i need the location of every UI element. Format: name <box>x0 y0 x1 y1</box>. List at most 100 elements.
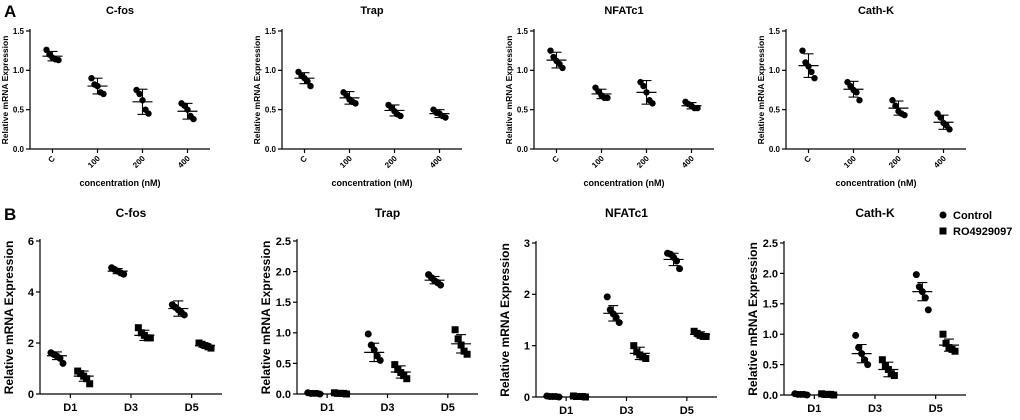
y-tick-label: 1.0 <box>276 328 291 340</box>
y-tick-label: 2 <box>28 338 34 350</box>
data-point <box>890 372 898 380</box>
data-point <box>352 100 359 107</box>
chart-a-nfatc1: NFATc1 0.0 0.5 1.0 1.5 C 100 200 400 Relative mRN… <box>504 5 714 188</box>
chart-b-trap: Trap 0.0 0.5 1.0 1.5 2.0 2.5 D1 D3 D5 Relative mRN… <box>259 206 478 414</box>
y-tick-label: 0.5 <box>763 359 778 371</box>
data-point <box>59 359 67 367</box>
x-tick-label: 400 <box>428 154 444 170</box>
data-point <box>55 56 62 64</box>
series-control <box>542 249 684 401</box>
data-point <box>642 355 650 362</box>
y-tick-label: 0 <box>28 389 34 401</box>
chart-b-cath-k: Cath-K 0.0 0.5 1.0 1.5 2.0 2.5 D1 D3 D5 Relative m… <box>746 206 966 415</box>
y-tick-label: 0.5 <box>265 105 277 114</box>
legend-control-label: Control <box>953 210 992 222</box>
x-tick-label: D5 <box>929 403 943 415</box>
x-tick-label: 200 <box>635 154 651 170</box>
y-axis-label: Relative mRNA Expression <box>746 242 760 396</box>
chart-title: C-fos <box>116 206 147 220</box>
data-point <box>864 361 872 369</box>
data-point <box>83 375 91 383</box>
data-point <box>924 306 932 314</box>
chart-b-nfatc1: NFATc1 0 1 2 3 D1 D3 D5 Relative mRNA Expression <box>498 206 717 417</box>
series-ro4929097 <box>817 330 960 399</box>
data-point <box>559 64 566 72</box>
x-tick-label: 400 <box>932 154 948 170</box>
y-tick-label: 4 <box>28 287 35 299</box>
x-tick-label: 400 <box>680 154 696 170</box>
y-axis-label: Relative mRNA Expression <box>252 36 262 145</box>
x-axis-label: concentration (nM) <box>584 178 665 188</box>
y-tick-label: 1.5 <box>13 27 25 36</box>
data-point <box>881 362 889 370</box>
x-tick-label: D3 <box>619 405 633 417</box>
legend-control-marker <box>939 211 947 219</box>
data-point <box>307 82 314 90</box>
x-tick-label: D1 <box>559 405 573 417</box>
y-tick-label: 0.5 <box>517 105 529 114</box>
x-tick-label: D5 <box>441 402 455 414</box>
data-point <box>146 334 154 342</box>
data-point <box>937 114 944 121</box>
y-tick-label: 0.0 <box>13 145 25 154</box>
data-point <box>88 75 95 82</box>
data-point <box>612 313 620 321</box>
chart-title: NFATc1 <box>604 5 643 17</box>
data-point <box>180 311 188 319</box>
chart-b-c-fos: C-fos 0 2 4 6 D1 D3 D5 Relative mRNA Expression <box>2 206 222 414</box>
data-point <box>946 126 953 133</box>
x-tick-label: 100 <box>590 154 606 170</box>
data-point <box>603 293 611 301</box>
x-axis-label: concentration (nM) <box>836 178 917 188</box>
y-tick-label: 0.0 <box>265 145 277 154</box>
charts-layer: C-fos 0.0 0.5 1.0 1.5 C 100 200 400 Relative mRNA… <box>0 5 966 417</box>
chart-title: Trap <box>375 206 400 220</box>
legend-ro4929097-marker <box>939 227 947 235</box>
x-tick-label: D3 <box>124 402 138 414</box>
data-point <box>145 110 152 117</box>
x-tick-label: 200 <box>887 154 903 170</box>
x-tick-label: C <box>802 154 813 165</box>
data-point <box>878 356 886 364</box>
x-tick-label: C <box>46 154 57 165</box>
y-tick-label: 1.0 <box>769 66 781 75</box>
data-point <box>134 324 142 332</box>
chart-title: Cath-K <box>858 5 894 17</box>
chart-a-cath-k: Cath-K 0.0 0.5 1.0 1.5 C 100 200 400 Relative mRN… <box>756 5 966 188</box>
series-values <box>798 47 954 133</box>
chart-title: Trap <box>360 5 384 17</box>
x-axis-label: concentration (nM) <box>80 178 161 188</box>
x-tick-label: 100 <box>86 154 102 170</box>
data-point <box>451 326 459 334</box>
y-tick-label: 1.5 <box>517 27 529 36</box>
data-point <box>649 100 656 107</box>
data-point <box>855 344 863 352</box>
data-point <box>463 350 471 358</box>
data-point <box>437 281 445 289</box>
x-tick-label: D5 <box>680 405 694 417</box>
data-point <box>397 112 404 120</box>
y-tick-label: 2 <box>524 289 530 301</box>
data-point <box>892 102 899 109</box>
data-point <box>799 47 806 54</box>
x-tick-label: 200 <box>131 154 147 170</box>
data-point <box>304 78 311 85</box>
y-tick-label: 0.0 <box>769 145 781 154</box>
y-tick-label: 2.5 <box>276 236 291 248</box>
data-point <box>403 375 411 383</box>
y-tick-label: 1.5 <box>276 297 291 309</box>
chart-title: Cath-K <box>855 206 895 220</box>
data-point <box>856 97 863 104</box>
y-axis-label: Relative mRNA Expression <box>756 36 766 145</box>
data-point <box>136 90 143 98</box>
x-tick-label: D1 <box>63 402 77 414</box>
x-tick-label: 100 <box>842 154 858 170</box>
series-values <box>42 46 198 123</box>
data-point <box>912 271 920 279</box>
data-point <box>852 331 860 339</box>
series-control <box>790 271 933 399</box>
data-point <box>120 270 128 278</box>
data-point <box>376 356 384 364</box>
